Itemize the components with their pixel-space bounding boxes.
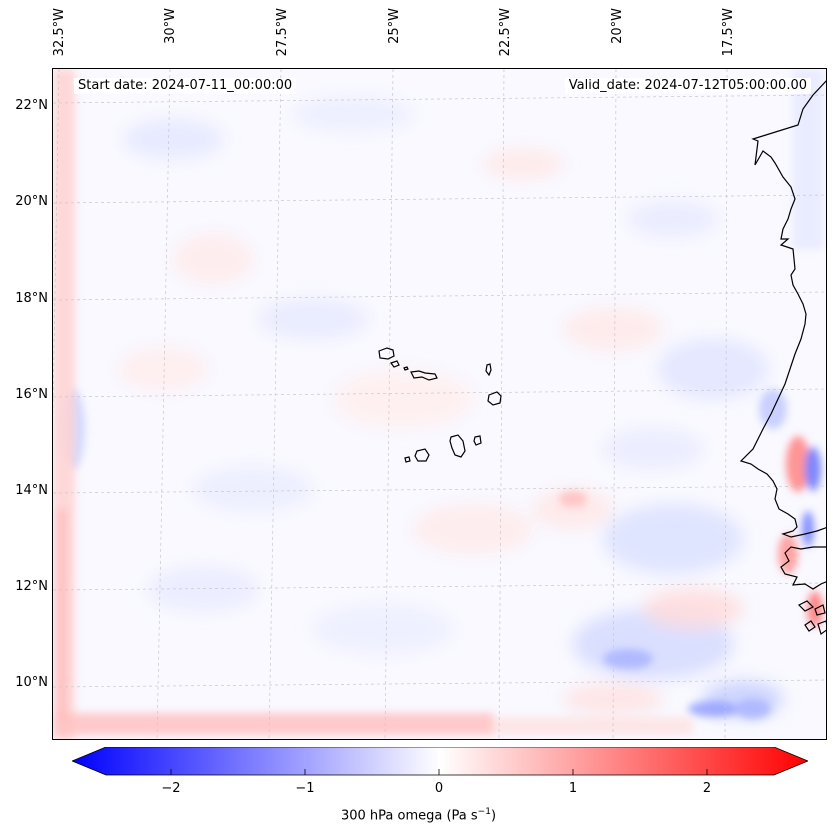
colorbar-gradient [72, 747, 808, 776]
colorbar-tick-1: 1 [568, 781, 578, 796]
colorbar-label-end: ) [490, 808, 497, 824]
lat-label-12n: 12°N [15, 579, 48, 594]
lat-label-14n: 14°N [15, 483, 48, 498]
lon-label-27-5w: 27.5°W [275, 8, 290, 57]
lat-label-20n: 20°N [15, 194, 48, 209]
colorbar-tick-0: 0 [434, 781, 444, 796]
omega-field-map [53, 69, 826, 739]
lon-label-17-5w: 17.5°W [721, 8, 736, 57]
graticule [53, 69, 826, 739]
cape-verde-islands [378, 347, 502, 463]
coastline-bijagos [797, 600, 826, 635]
colorbar-tick-minus2: −2 [161, 781, 181, 796]
island-sao-vicente [390, 360, 400, 368]
boundary-zone [53, 69, 823, 739]
coastline-mauritania-senegal [739, 80, 826, 538]
island-santiago [449, 434, 466, 458]
colorbar-label: 300 hPa omega (Pa s−1) [0, 807, 837, 823]
lat-label-16n: 16°N [15, 387, 48, 402]
lon-label-20w: 20°W [610, 8, 625, 44]
island-sao-nicolau [410, 370, 438, 381]
island-santo-antao [378, 347, 395, 360]
lat-label-18n: 18°N [15, 291, 48, 306]
island-boa-vista [487, 391, 502, 406]
colorbar-tick-marks [170, 769, 708, 775]
colorbar-label-main: 300 hPa omega (Pa s [340, 808, 478, 824]
coastline-guinea-bissau [780, 546, 826, 590]
island-brava [404, 456, 411, 463]
colorbar-label-exponent: −1 [477, 807, 491, 817]
map-panel [52, 68, 827, 740]
colorbar-tick-2: 2 [702, 781, 712, 796]
island-sal [485, 363, 492, 377]
omega-field-patches [118, 96, 783, 717]
lon-label-30w: 30°W [163, 8, 178, 44]
lon-label-32-5w: 32.5°W [52, 8, 67, 57]
lat-label-10n: 10°N [15, 675, 48, 690]
lat-label-22n: 22°N [15, 98, 48, 113]
colorbar-tick-minus1: −1 [295, 781, 315, 796]
lon-label-22-5w: 22.5°W [498, 8, 513, 57]
african-coastline [739, 80, 826, 635]
island-fogo [414, 448, 430, 462]
island-maio [473, 435, 482, 446]
lon-label-25w: 25°W [387, 8, 402, 44]
colorbar [72, 747, 808, 776]
island-santa-luzia [403, 366, 409, 371]
valid-date-text: Valid_date: 2024-07-12T05:00:00.00 [564, 78, 811, 94]
start-date-text: Start date: 2024-07-11_00:00:00 [74, 78, 297, 94]
